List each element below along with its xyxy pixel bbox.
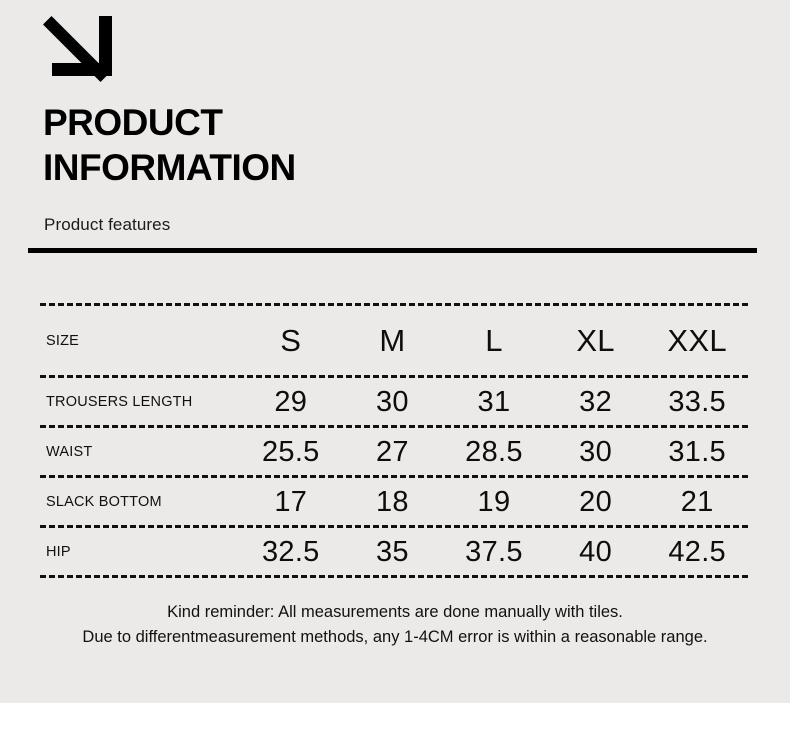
table-row: HIP 32.5 35 37.5 40 42.5 xyxy=(40,528,748,575)
header-cell-m: M xyxy=(379,322,406,358)
arrow-down-right-icon xyxy=(43,16,112,82)
table-cell: 20 xyxy=(579,485,612,518)
table-cell: 30 xyxy=(579,435,612,468)
table-cell: 37.5 xyxy=(465,535,523,568)
footer-note-line-2: Due to differentmeasurement methods, any… xyxy=(82,628,708,646)
table-cell: 25.5 xyxy=(261,435,320,468)
page-canvas: PRODUCT INFORMATION Product features SIZ… xyxy=(0,0,790,703)
table-cell: 30 xyxy=(375,385,409,418)
table-cell: 28.5 xyxy=(465,435,523,468)
header-cell-xl: XL xyxy=(576,322,615,358)
row-label-hip: HIP xyxy=(46,543,71,560)
header-cell-size: SIZE xyxy=(46,332,80,349)
table-dashed-divider xyxy=(40,575,748,578)
footer-note: Kind reminder: All measurements are done… xyxy=(0,600,790,650)
table-cell: 32 xyxy=(579,385,612,418)
table-cell: 33.5 xyxy=(668,385,726,418)
row-label-trousers-length: TROUSERS LENGTH xyxy=(46,393,193,410)
section-label: Product features xyxy=(44,215,171,234)
table-cell: 31.5 xyxy=(668,435,726,468)
table-cell: 32.5 xyxy=(261,535,320,568)
table-cell: 29 xyxy=(274,385,308,418)
table-cell: 31 xyxy=(477,385,511,418)
table-row: TROUSERS LENGTH 29 30 31 32 33.5 xyxy=(40,378,748,425)
table-cell: 42.5 xyxy=(668,535,726,568)
header-block: PRODUCT INFORMATION xyxy=(43,16,743,186)
footer-note-line-1: Kind reminder: All measurements are done… xyxy=(167,603,623,621)
page-title-line-2: INFORMATION xyxy=(43,147,296,188)
table-cell: 17 xyxy=(274,485,308,518)
section-divider xyxy=(28,248,757,253)
table-dashed-divider xyxy=(40,525,748,528)
table-dashed-divider xyxy=(40,475,748,478)
size-chart-table: SIZE S M L XL XXL TROUSERS LENGTH 29 30 … xyxy=(40,303,748,578)
table-cell: 35 xyxy=(375,535,409,568)
table-cell: 18 xyxy=(375,485,409,518)
table-row: SLACK BOTTOM 17 18 19 20 21 xyxy=(40,478,748,525)
table-dashed-divider xyxy=(40,303,748,306)
table-cell: 27 xyxy=(375,435,409,468)
header-cell-l: L xyxy=(485,322,503,358)
table-cell: 21 xyxy=(680,485,714,518)
row-label-slack-bottom: SLACK BOTTOM xyxy=(46,493,162,510)
table-cell: 40 xyxy=(579,535,612,568)
table-cell: 19 xyxy=(477,485,511,518)
table-dashed-divider xyxy=(40,375,748,378)
row-label-waist: WAIST xyxy=(46,443,93,460)
table-dashed-divider xyxy=(40,425,748,428)
header-cell-s: S xyxy=(280,322,302,358)
header-cell-xxl: XXL xyxy=(667,322,727,358)
table-header-row: SIZE S M L XL XXL xyxy=(40,306,748,375)
page-title-line-1: PRODUCT xyxy=(43,102,223,143)
table-row: WAIST 25.5 27 28.5 30 31.5 xyxy=(40,428,748,475)
